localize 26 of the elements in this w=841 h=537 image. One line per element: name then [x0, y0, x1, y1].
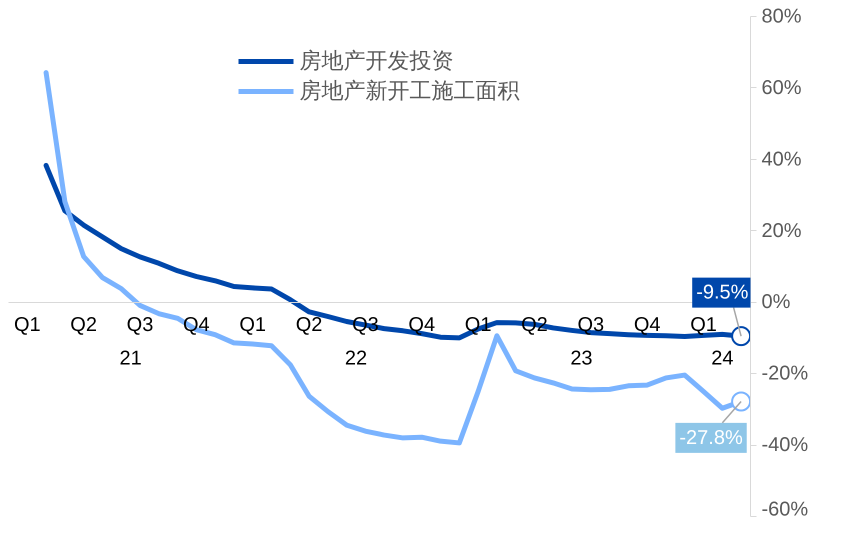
x-tick-label: Q3 — [126, 314, 154, 336]
y-tick-label: -40% — [762, 434, 808, 456]
data-label: -27.8% — [679, 426, 743, 449]
y-tick-label: -20% — [762, 362, 808, 385]
x-tick-label: Q1 — [239, 314, 266, 336]
x-tick-label: Q2 — [296, 314, 322, 336]
annotation: 24 — [711, 348, 734, 370]
legend-label: 房地产开发投资 — [300, 47, 454, 75]
y-tick-label: 40% — [762, 148, 802, 170]
y-tick-label: 20% — [762, 220, 802, 242]
x-tick-label: Q1 — [14, 314, 41, 336]
x-tick-label: Q4 — [408, 314, 436, 336]
x-tick-label: Q4 — [183, 314, 210, 336]
y-tick-label: 60% — [762, 76, 802, 99]
x-tick-label: Q2 — [70, 314, 97, 336]
annotation: 22 — [344, 348, 368, 370]
x-tick-label: Q3 — [352, 314, 379, 336]
x-tick-label: Q4 — [634, 314, 661, 336]
data-label: -9.5% — [696, 282, 749, 304]
legend-label: 房地产新开工施工面积 — [300, 77, 520, 105]
annotation: 23 — [570, 348, 593, 370]
x-tick-label: Q1 — [690, 314, 717, 336]
y-tick-label: 80% — [762, 6, 802, 28]
annotation: 21 — [119, 348, 142, 370]
y-tick-label: -60% — [762, 498, 808, 520]
y-tick-label: 0% — [762, 291, 791, 314]
